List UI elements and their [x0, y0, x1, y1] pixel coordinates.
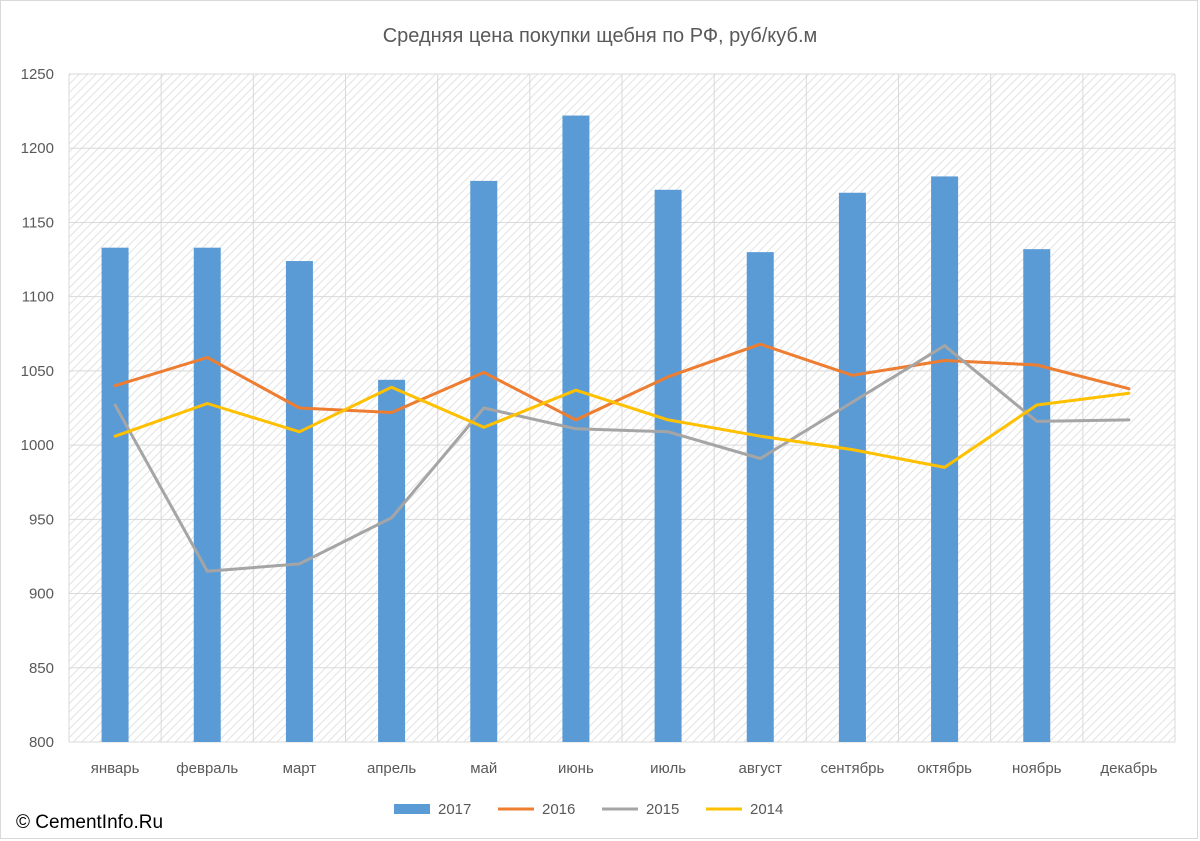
x-tick-label: май [470, 760, 497, 777]
x-tick-label: сентябрь [820, 760, 884, 777]
legend-label-2015: 2015 [646, 801, 679, 818]
y-tick-label: 1200 [21, 140, 54, 157]
copyright-text: © CementInfo.Ru [16, 812, 164, 833]
x-tick-label: октябрь [917, 760, 972, 777]
bar-2017 [193, 247, 221, 742]
y-tick-label: 900 [29, 586, 54, 603]
y-tick-label: 800 [29, 734, 54, 751]
x-tick-label: июнь [558, 760, 594, 777]
line-series-2014 [113, 385, 1131, 469]
line-series-2016 [113, 342, 1131, 422]
bar-2017 [378, 379, 406, 742]
legend-label-2014: 2014 [750, 801, 783, 818]
line-series-2015 [113, 344, 1131, 573]
y-tick-label: 950 [29, 511, 54, 528]
bar-2017 [931, 176, 959, 743]
bar-2017 [746, 252, 774, 742]
bar-2017 [1023, 249, 1051, 743]
gridlines [68, 73, 1176, 743]
y-tick-label: 1150 [22, 214, 54, 231]
y-tick-label: 1100 [22, 289, 54, 306]
line-series [113, 342, 1131, 573]
bar-2017 [838, 192, 866, 742]
bar-2017 [654, 189, 682, 742]
y-tick-label: 1000 [21, 437, 54, 454]
legend-swatch-2017 [394, 804, 430, 814]
y-tick-label: 850 [29, 660, 54, 677]
x-tick-label: март [283, 760, 317, 777]
bar-2017 [101, 247, 129, 742]
x-tick-label: январь [91, 760, 140, 777]
legend-label-2017: 2017 [438, 801, 471, 818]
y-tick-label: 1250 [21, 66, 54, 83]
x-tick-label: декабрь [1100, 760, 1157, 777]
chart-title: Средняя цена покупки щебня по РФ, руб/ку… [383, 25, 818, 47]
bar-2017 [285, 261, 313, 742]
x-tick-label: февраль [176, 760, 238, 777]
axes: 800 850 900 950 1000 1050 1100 1150 1200 1250 янва… [21, 66, 1158, 777]
x-tick-label: апрель [367, 760, 416, 777]
legend: 2017 2016 2015 2014 [394, 801, 783, 818]
y-tick-label: 1050 [21, 363, 54, 380]
x-tick-label: июль [650, 760, 686, 777]
legend-label-2016: 2016 [542, 801, 575, 818]
bar-2017 [470, 180, 498, 742]
x-tick-label: август [739, 760, 783, 777]
x-tick-label: ноябрь [1012, 760, 1062, 777]
